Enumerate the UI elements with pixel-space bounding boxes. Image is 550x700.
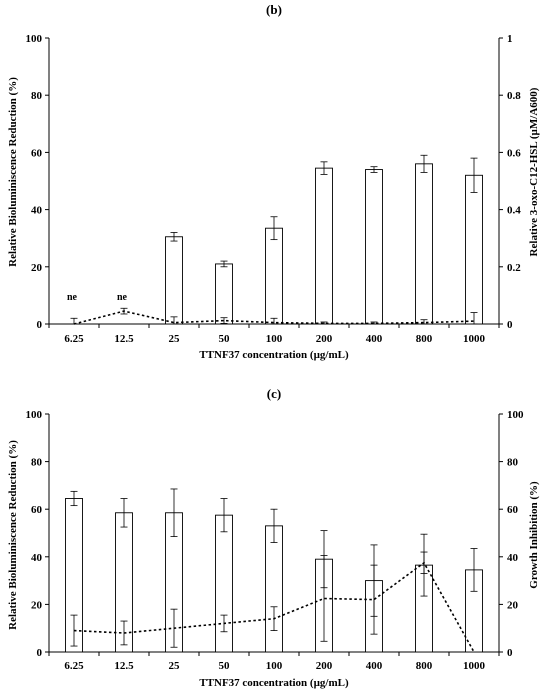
x-tick-label: 100 [266,333,283,345]
bar [315,167,333,325]
x-tick-label: 6.25 [64,660,84,672]
bar [165,236,183,325]
x-axis-title: TTNF37 concentration (µg/mL) [199,677,349,689]
x-tick-label: 12.5 [114,660,134,672]
x-tick-label: 200 [316,333,333,345]
y-tick-label-left: 0 [37,319,43,331]
x-tick-label: 50 [219,660,231,672]
y-tick-label-left: 80 [31,90,43,102]
y-tick-label-left: 60 [31,147,43,159]
y-tick-label-left: 100 [26,33,43,45]
annotation-label: ne [67,292,78,303]
x-tick-label: 200 [316,660,333,672]
y-tick-label-left: 100 [26,409,43,421]
y-tick-label-left: 0 [37,647,43,659]
bar [265,227,283,325]
y-tick-label-right: 0.8 [507,90,521,102]
y-axis-title-right: Relative 3-oxo-C12-HSL (µM/A600) [528,87,540,256]
x-tick-label: 400 [366,660,383,672]
bar [265,525,283,653]
y-tick-label-right: 0.2 [507,262,521,274]
y-tick-label-right: 60 [507,504,519,516]
x-tick-label: 25 [169,333,181,345]
y-tick-label-left: 60 [31,504,43,516]
line-series [73,310,475,325]
bar [365,169,383,325]
x-tick-label: 50 [219,333,231,345]
y-tick-label-left: 20 [31,599,43,611]
x-tick-label: 1000 [463,333,486,345]
annotation-label: ne [117,292,128,303]
y-tick-label-right: 0 [507,647,513,659]
y-tick-label-right: 80 [507,457,519,469]
y-axis-title-left: Relative Bioluminiscence Reduction (%) [7,440,19,630]
x-tick-label: 800 [416,333,433,345]
bar [465,174,483,325]
bar [415,163,433,325]
x-axis-title: TTNF37 concentration (µg/mL) [199,349,349,361]
y-tick-label-left: 20 [31,262,43,274]
x-tick-label: 100 [266,660,283,672]
x-tick-label: 1000 [463,660,486,672]
y-tick-label-left: 40 [31,552,43,564]
y-tick-label-right: 1 [507,33,513,45]
x-tick-label: 6.25 [64,333,84,345]
y-tick-label-left: 40 [31,205,43,217]
panel-label: (c) [267,386,281,401]
x-tick-label: 800 [416,660,433,672]
y-tick-label-right: 0.4 [507,205,521,217]
y-tick-label-right: 20 [507,599,519,611]
bar [215,263,233,325]
y-axis-title-left: Relative Bioluminiscence Reduction (%) [7,77,19,267]
x-tick-label: 25 [169,660,181,672]
panel-label: (b) [266,2,282,17]
y-tick-label-right: 40 [507,552,519,564]
x-tick-label: 12.5 [114,333,134,345]
y-tick-label-right: 0 [507,319,513,331]
y-axis-title-right: Growth Inhibition (%) [528,481,540,589]
y-tick-label-left: 80 [31,457,43,469]
y-tick-label-right: 0.6 [507,147,521,159]
x-tick-label: 400 [366,333,383,345]
y-tick-label-right: 100 [507,409,524,421]
